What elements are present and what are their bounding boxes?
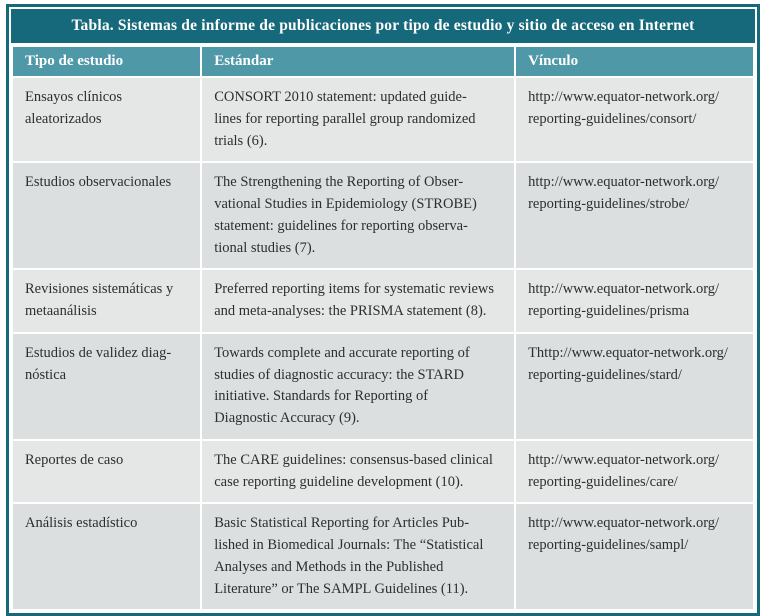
table-row: Estudios de validez diag- nóstica Toward… [10, 331, 755, 441]
cell-estandar: The Strengthening the Reporting of Obser… [200, 161, 517, 271]
cell-vinculo: http://www.equator-network.org/ reportin… [514, 502, 755, 612]
table-header-row: Tipo de estudio Estándar Vínculo [10, 45, 755, 78]
cell-tipo-de-estudio: Estudios observacionales [10, 161, 203, 271]
cell-vinculo: Thttp://www.equator-network.org/ reporti… [514, 331, 755, 441]
cell-estandar: Preferred reporting items for systematic… [200, 268, 517, 334]
cell-tipo-de-estudio: Ensayos clínicos aleatorizados [10, 75, 203, 164]
table-frame: Tabla. Sistemas de informe de publicacio… [6, 4, 760, 616]
cell-vinculo: http://www.equator-network.org/ reportin… [514, 75, 755, 164]
table-row: Análisis estadístico Basic Statistical R… [10, 502, 755, 612]
cell-estandar: Towards complete and accurate reporting … [200, 331, 517, 441]
cell-tipo-de-estudio: Reportes de caso [10, 438, 203, 505]
cell-estandar: The CARE guidelines: consensus-based cli… [200, 438, 517, 505]
table-row: Ensayos clínicos aleatorizados CONSORT 2… [10, 75, 755, 164]
cell-tipo-de-estudio: Revisiones sistemáticas y metaanálisis [10, 268, 203, 334]
cell-vinculo: http://www.equator-network.org/ reportin… [514, 268, 755, 334]
table-row: Reportes de caso The CARE guidelines: co… [10, 438, 755, 505]
cell-vinculo: http://www.equator-network.org/ reportin… [514, 438, 755, 505]
column-header-tipo-de-estudio: Tipo de estudio [10, 45, 203, 78]
cell-estandar: Basic Statistical Reporting for Articles… [200, 502, 517, 612]
table-row: Estudios observacionales The Strengtheni… [10, 161, 755, 271]
column-header-vinculo: Vínculo [514, 45, 755, 78]
cell-vinculo: http://www.equator-network.org/ reportin… [514, 161, 755, 271]
publication-reporting-table: Tipo de estudio Estándar Vínculo Ensayos… [10, 45, 755, 612]
cell-tipo-de-estudio: Análisis estadístico [10, 502, 203, 612]
column-header-estandar: Estándar [200, 45, 517, 78]
table-title: Tabla. Sistemas de informe de publicacio… [11, 9, 755, 43]
table-row: Revisiones sistemáticas y metaanálisis P… [10, 268, 755, 334]
cell-estandar: CONSORT 2010 statement: updated guide- l… [200, 75, 517, 164]
cell-tipo-de-estudio: Estudios de validez diag- nóstica [10, 331, 203, 441]
